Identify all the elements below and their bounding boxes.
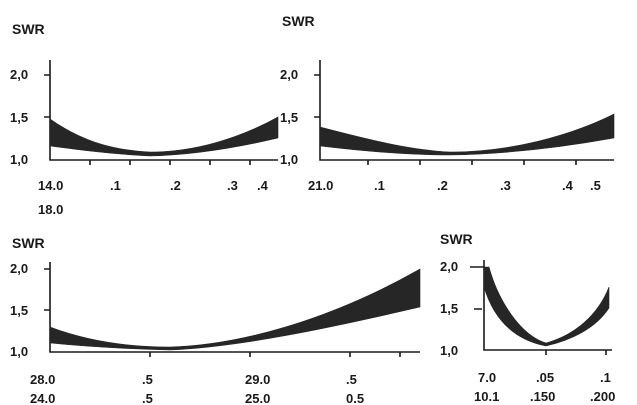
panel-4-ytick-0: 2,0 [440, 259, 458, 274]
panel-3-ytick-0: 2,0 [10, 261, 28, 276]
panel-2-xtick-4: .4 [562, 178, 574, 193]
panel-2: SWR 2,0 1,5 1,0 21.0 .1 .2 .3 .4 .5 [280, 13, 615, 193]
panel-4-xtick-2: .1 [600, 370, 611, 385]
panel-1-x-ticks [89, 160, 251, 165]
panel-3-xtick-2: 29.0 [245, 372, 270, 387]
panel-1-xtick-3: .3 [227, 178, 238, 193]
panel-4-ytick-2: 1,0 [440, 343, 458, 358]
panel-1-ytick-2: 1,0 [10, 152, 28, 167]
panel-1-xtick-2: .2 [170, 178, 181, 193]
panel-1-swr-band [49, 116, 279, 157]
panel-3-xtick-1: .5 [142, 372, 153, 387]
panel-4-xtick-row2-0: 10.1 [474, 389, 499, 404]
panel-3-xtick-0: 28.0 [30, 372, 55, 387]
panel-2-title: SWR [282, 13, 315, 29]
panel-1-xtick-row2-0: 18.0 [38, 202, 63, 217]
panel-2-axes [314, 60, 614, 161]
panel-4-title: SWR [440, 231, 473, 247]
panel-4-xtick-1: .05 [536, 370, 554, 385]
panel-3-xtick-row2-1: .5 [142, 391, 153, 405]
panel-2-ytick-0: 2,0 [280, 67, 298, 82]
panel-3-ytick-1: 1,5 [10, 303, 28, 318]
panel-1-xtick-0: 14.0 [38, 178, 63, 193]
panel-2-xtick-1: .1 [374, 178, 385, 193]
panel-3: SWR 2,0 1,5 1,0 28.0 .5 29.0 .5 24.0 .5 … [10, 235, 421, 405]
panel-3-axes [44, 262, 420, 353]
panel-2-ytick-2: 1,0 [280, 152, 298, 167]
panel-3-ytick-2: 1,0 [10, 344, 28, 359]
panel-4: SWR 2,0 1,5 1,0 7.0 .05 .1 10.1 .150 .20… [440, 231, 615, 404]
panel-3-xtick-row2-2: 25.0 [245, 391, 270, 405]
panel-3-swr-band [49, 268, 421, 351]
panel-4-swr-band [483, 266, 610, 347]
panel-2-xtick-2: .2 [437, 178, 448, 193]
panel-1: SWR 2,0 1,5 1,0 14.0 .1 .2 .3 .4 18.0 [10, 21, 279, 217]
panel-3-xtick-row2-0: 24.0 [30, 391, 55, 405]
panel-3-xtick-row2-3: 0.5 [346, 391, 364, 405]
panel-4-ytick-1: 1,5 [440, 301, 458, 316]
panel-2-xtick-5: .5 [590, 178, 601, 193]
panel-4-xtick-0: 7.0 [478, 370, 496, 385]
panel-4-xtick-row2-2: .200 [590, 389, 615, 404]
panel-1-xtick-1: .1 [110, 178, 121, 193]
panel-3-xtick-3: .5 [346, 372, 357, 387]
panel-4-x-ticks [545, 350, 607, 355]
panel-3-title: SWR [12, 235, 45, 251]
panel-2-ytick-1: 1,5 [280, 110, 298, 125]
panel-4-xtick-row2-1: .150 [530, 389, 555, 404]
panel-1-ytick-0: 2,0 [10, 67, 28, 82]
panel-2-x-ticks [367, 160, 577, 165]
panel-2-xtick-3: .3 [500, 178, 511, 193]
panel-1-xtick-4: .4 [257, 178, 269, 193]
panel-1-axes [44, 60, 278, 161]
panel-1-ytick-1: 1,5 [10, 110, 28, 125]
panel-3-x-ticks [149, 352, 401, 357]
panel-2-swr-band [319, 113, 615, 156]
panel-2-xtick-0: 21.0 [308, 178, 333, 193]
panel-1-title: SWR [12, 21, 45, 37]
panel-4-axes [470, 260, 612, 351]
